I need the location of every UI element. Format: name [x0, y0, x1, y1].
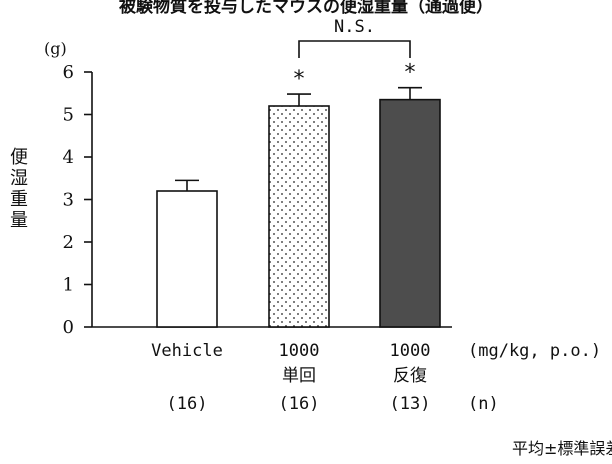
bar — [268, 105, 330, 328]
significance-asterisk: * — [292, 67, 305, 92]
category-label-line2: 反復 — [393, 366, 427, 386]
ns-comparison-bracket: N.S. — [298, 17, 411, 58]
y-unit-label: (g) — [44, 39, 67, 58]
y-tick-label: 3 — [63, 190, 74, 211]
y-axis: 0 1 2 3 4 5 6 — [63, 62, 93, 338]
significance-marks-group: * * — [292, 61, 416, 92]
category-n-label: (16) — [279, 394, 320, 414]
category-n-label: (13) — [390, 394, 431, 414]
y-axis-label: 便湿重量 — [10, 147, 28, 231]
bar — [379, 98, 441, 328]
y-tick-label: 4 — [63, 147, 74, 168]
category-n-label: (16) — [167, 394, 208, 414]
y-tick-label: 0 — [63, 317, 74, 338]
y-tick-label: 1 — [63, 275, 74, 296]
footnote: 平均±標準誤差 — [512, 439, 612, 458]
category-label-line1: 1000 — [390, 341, 431, 361]
category-label-line2: 単回 — [282, 366, 316, 386]
significance-asterisk: * — [403, 61, 416, 86]
dose-unit-label: (mg/kg, p.o.) — [468, 341, 601, 361]
y-tick-label: 5 — [63, 105, 74, 126]
y-tick-label: 6 — [63, 62, 74, 83]
ns-label: N.S. — [334, 17, 375, 37]
top-caption: 被験物質を投与したマウスの便湿重量（通過便） — [119, 0, 493, 17]
category-label-line1: Vehicle — [151, 341, 223, 361]
bar — [156, 190, 218, 328]
category-labels-group: Vehicle (16) 1000 単回 (16) 1000 反復 (13) — [151, 341, 430, 414]
bars-group — [156, 98, 441, 328]
error-bars-group — [175, 86, 422, 191]
category-label-line1: 1000 — [279, 341, 320, 361]
y-tick-label: 2 — [63, 232, 74, 253]
n-label: (n) — [468, 394, 499, 414]
